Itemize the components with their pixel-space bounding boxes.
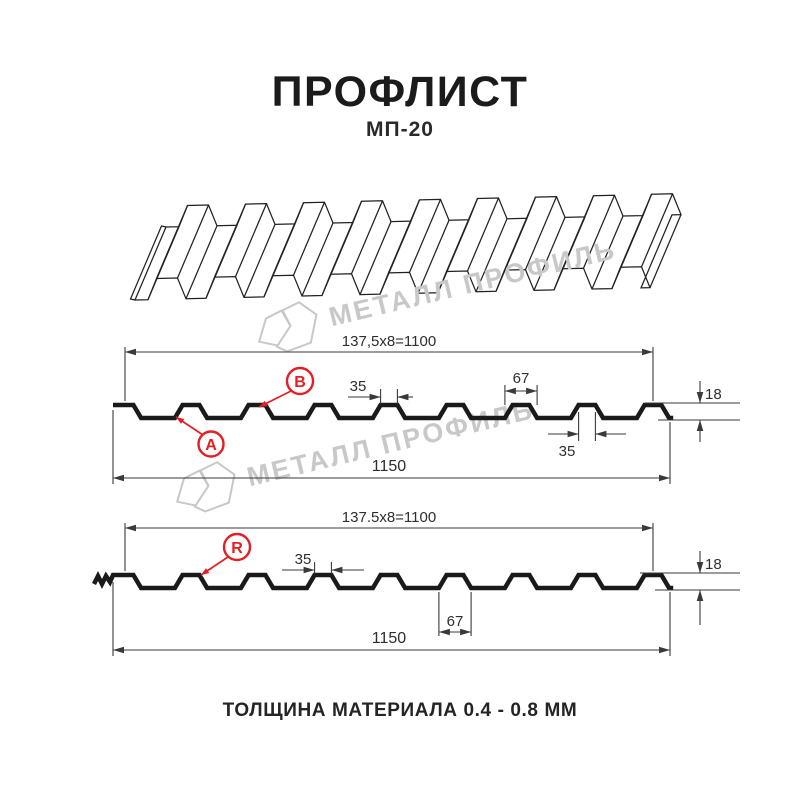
dim-coverage-width-top: 137,5x8=1100 — [124, 333, 654, 401]
dim-crest-35-bottom-label: 35 — [559, 443, 576, 460]
dim-coverage-width-label: 137,5x8=1100 — [342, 333, 436, 350]
dim-rib-base-67-label: 67 — [513, 370, 530, 387]
metal-profil-logo — [257, 309, 292, 347]
marker-a: A — [175, 416, 225, 458]
dim-crest-35: 35 — [282, 551, 364, 574]
profile-r-section-drawing: 137.5x8=1100 35 18 67 — [91, 509, 740, 656]
dim-coverage-width-top: 137.5x8=1100 — [124, 509, 654, 571]
dim-crest-35-bottom: 35 — [548, 412, 626, 460]
watermark: МЕТАЛЛ ПРОФИЛЬ — [175, 394, 537, 513]
sheet-3d-view — [129, 193, 682, 301]
marker-b: B — [258, 366, 315, 408]
marker-b-letter: B — [294, 374, 306, 391]
marker-r: R — [200, 532, 252, 576]
dim-height-18-label: 18 — [705, 556, 722, 573]
page-title: ПРОФЛИСТ — [271, 68, 529, 116]
dim-overall-width: 1150 — [112, 582, 671, 656]
dim-rib-base-67-label: 67 — [447, 613, 464, 630]
dim-height-18: 18 — [640, 551, 740, 625]
dim-rib-base-67: 67 — [438, 592, 472, 636]
material-thickness-note: ТОЛЩИНА МАТЕРИАЛА 0.4 - 0.8 ММ — [222, 700, 578, 721]
profile-a-section-drawing: 137,5x8=1100 35 67 18 — [112, 333, 740, 484]
dim-rib-base-67: 67 — [504, 370, 538, 405]
profile-r-outline — [91, 570, 674, 591]
dim-overall-width-label: 1150 — [372, 630, 407, 647]
marker-a-letter: A — [205, 437, 217, 454]
dim-height-18: 18 — [645, 381, 740, 442]
dim-overall-width-label: 1150 — [372, 458, 407, 475]
dim-crest-35-label: 35 — [350, 378, 367, 395]
dim-coverage-width-label: 137.5x8=1100 — [342, 509, 436, 526]
dim-height-18-label: 18 — [705, 386, 722, 403]
product-code: МП-20 — [366, 118, 434, 141]
dim-overall-width: 1150 — [112, 410, 671, 484]
dim-crest-35-top: 35 — [348, 378, 413, 404]
profile-a-outline — [113, 402, 674, 421]
marker-r-letter: R — [231, 540, 243, 557]
dim-crest-35-label: 35 — [295, 551, 312, 568]
